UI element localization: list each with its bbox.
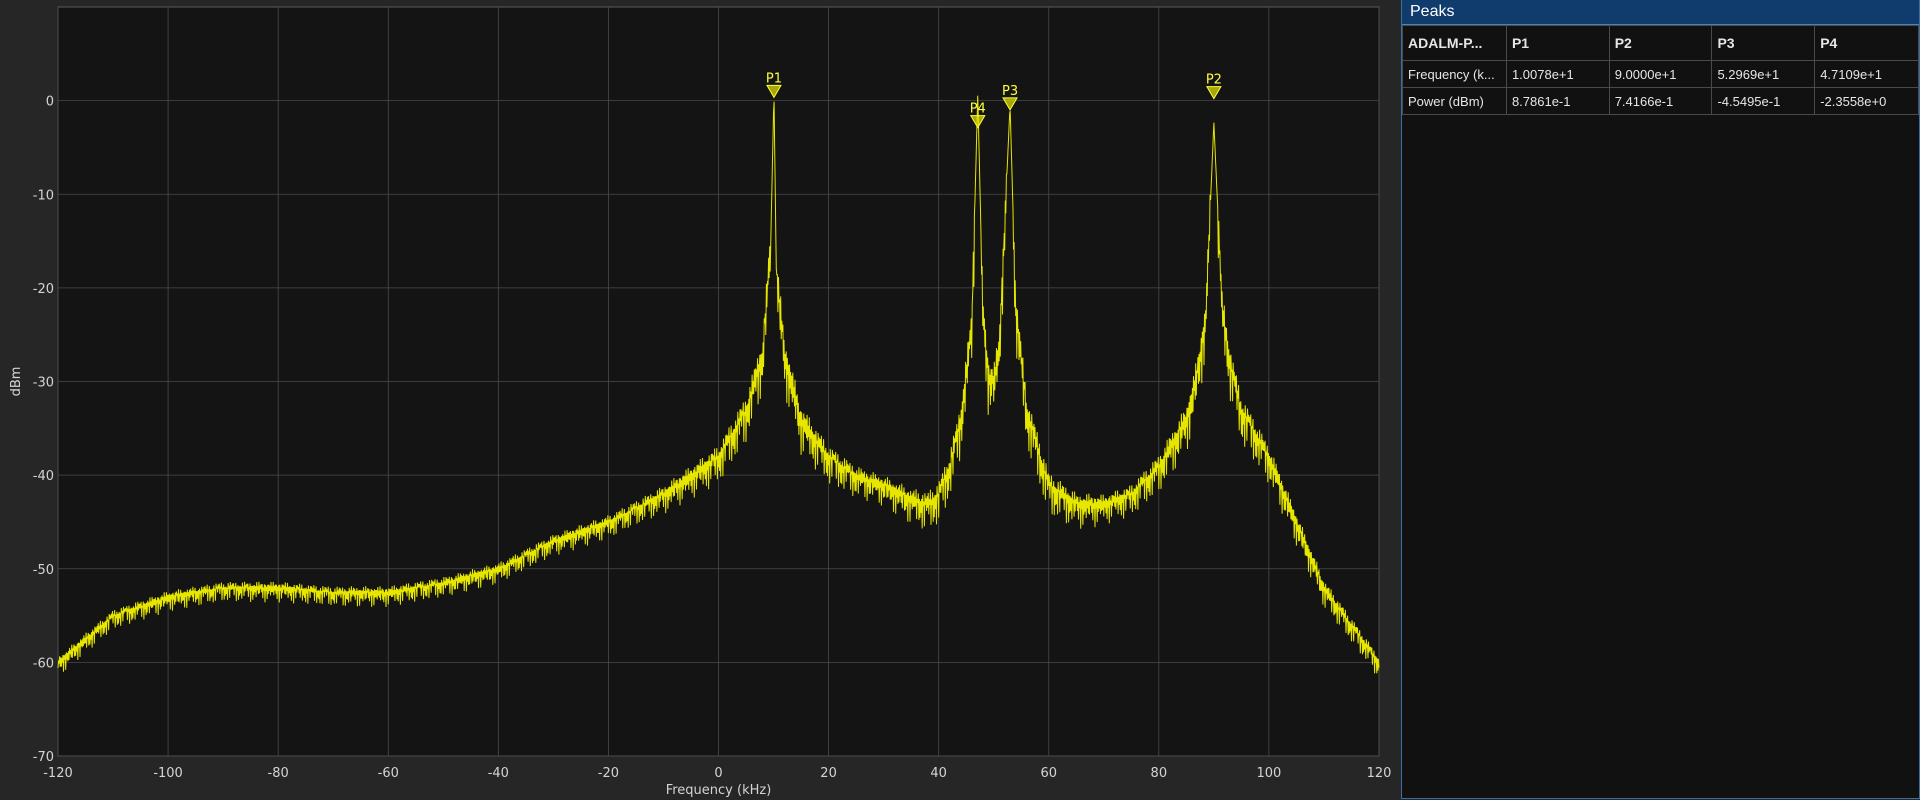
cell-text: -2.3558e+0: [1820, 93, 1887, 109]
spectrum-trace: [57, 95, 1380, 674]
y-tick-label: 0: [46, 95, 54, 110]
cell-text: 7.4166e-1: [1614, 93, 1674, 109]
peak-marker-label: P2: [1206, 73, 1222, 88]
peak-marker-label: P4: [970, 102, 986, 117]
peaks-column-header-label: ADALM-P...: [1408, 35, 1483, 51]
x-tick-label: -100: [153, 766, 183, 781]
x-tick-label: -20: [598, 766, 619, 781]
table-row[interactable]: Power (dBm) 8.7861e-1 7.4166e-1 -4.5495e…: [1402, 87, 1919, 115]
peaks-cell: -4.5495e-1: [1711, 87, 1816, 115]
peaks-column-header[interactable]: P1: [1505, 25, 1610, 61]
peaks-cell: 9.0000e+1: [1608, 60, 1713, 88]
x-tick-label: 60: [1040, 766, 1057, 781]
x-tick-label: 20: [820, 766, 837, 781]
peaks-panel-title: Peaks: [1402, 0, 1919, 25]
peaks-column-header[interactable]: P2: [1608, 25, 1713, 61]
x-tick-label: 0: [714, 766, 722, 781]
table-row[interactable]: Frequency (k... 1.0078e+1 9.0000e+1 5.29…: [1402, 60, 1919, 88]
y-tick-label: -10: [33, 188, 54, 203]
spectrum-plot-area[interactable]: -120 -100 -80 -60 -40 -20 0 20 40 60 80 100 120 0 -10 -…: [0, 0, 1400, 800]
peaks-cell: 4.7109e+1: [1814, 60, 1919, 88]
peaks-table-header-row: ADALM-P... P1 P2 P3 P4: [1402, 25, 1919, 61]
peaks-column-header-label: P1: [1511, 35, 1530, 51]
y-axis-title: dBm: [9, 367, 24, 397]
peak-marker-icon[interactable]: [1206, 86, 1222, 100]
peak-marker-label: P3: [1002, 84, 1018, 99]
peaks-table: ADALM-P... P1 P2 P3 P4 Frequency (k... 1…: [1402, 25, 1919, 115]
peaks-column-header[interactable]: P3: [1711, 25, 1816, 61]
peak-marker-icon[interactable]: [1002, 97, 1018, 111]
peak-marker-icon[interactable]: [766, 84, 782, 99]
cell-text: 1.0078e+1: [1511, 66, 1574, 82]
peaks-cell: 7.4166e-1: [1608, 87, 1713, 115]
y-tick-label: -70: [33, 750, 54, 765]
cell-text: -4.5495e-1: [1717, 93, 1781, 109]
peaks-panel: Peaks ADALM-P... P1 P2 P3 P4 Frequency (…: [1401, 0, 1920, 799]
x-tick-label: 120: [1367, 766, 1392, 781]
x-tick-label: -120: [43, 766, 73, 781]
peaks-cell: 1.0078e+1: [1505, 60, 1610, 88]
peaks-column-header[interactable]: P4: [1814, 25, 1919, 61]
x-tick-label: -40: [488, 766, 509, 781]
cell-text: 5.2969e+1: [1717, 66, 1780, 82]
x-tick-label: 100: [1257, 766, 1282, 781]
x-tick-label: 80: [1151, 766, 1168, 781]
cell-text: Power (dBm): [1408, 93, 1484, 109]
y-tick-label: -60: [33, 656, 54, 671]
peaks-column-header-label: P3: [1717, 35, 1735, 51]
peaks-cell: -2.3558e+0: [1814, 87, 1919, 115]
peaks-column-header-label: P2: [1614, 35, 1632, 51]
x-tick-label: -80: [268, 766, 289, 781]
peak-marker-label: P1: [766, 71, 782, 86]
y-tick-label: -50: [33, 563, 54, 578]
cell-text: 8.7861e-1: [1511, 93, 1571, 109]
x-tick-label: -60: [378, 766, 399, 781]
peaks-column-header-label: P4: [1820, 35, 1838, 51]
y-tick-label: -40: [33, 469, 54, 484]
y-tick-label: -20: [33, 282, 54, 297]
spectrum-chart[interactable]: -120 -100 -80 -60 -40 -20 0 20 40 60 80 100 120 0 -10 -…: [0, 0, 1400, 800]
y-tick-label: -30: [33, 376, 54, 391]
cell-text: Frequency (k...: [1408, 66, 1495, 82]
cell-text: 4.7109e+1: [1820, 66, 1883, 82]
x-axis-title: Frequency (kHz): [666, 783, 772, 798]
cell-text: 9.0000e+1: [1614, 66, 1677, 82]
peaks-column-header[interactable]: ADALM-P...: [1402, 25, 1507, 61]
peaks-row-label: Power (dBm): [1402, 87, 1507, 115]
peak-marker-icon[interactable]: [969, 115, 986, 129]
peaks-cell: 8.7861e-1: [1505, 87, 1610, 115]
peaks-cell: 5.2969e+1: [1711, 60, 1816, 88]
peaks-row-label: Frequency (k...: [1402, 60, 1507, 88]
x-tick-label: 40: [930, 766, 947, 781]
